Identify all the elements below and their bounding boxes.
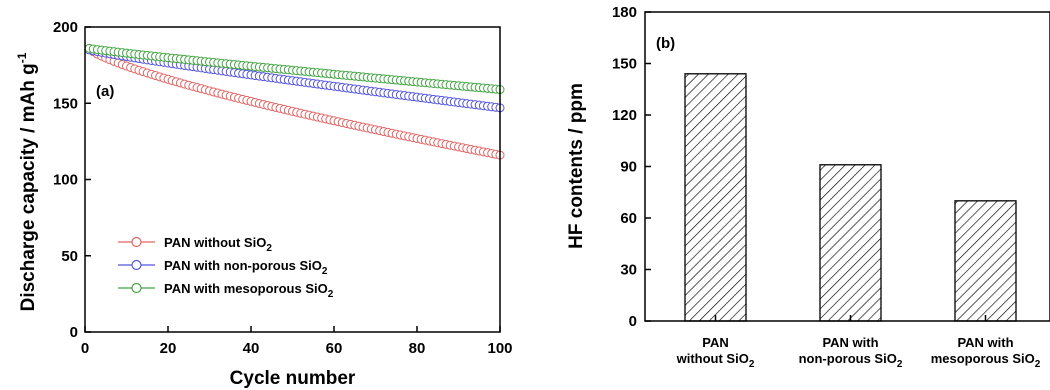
legend-entry-text: PAN without SiO [164,235,266,250]
chart-b-category-label-line2: without SiO2 [676,351,755,370]
chart-a-ticks: 0 20 40 60 80 100 0 50 100 150 200 [53,19,513,357]
chart-a-x-tick-label: 80 [409,340,426,357]
legend-marker [131,236,142,248]
chart-a-discharge-capacity: 0 20 40 60 80 100 0 50 100 150 200 (a) Cycle numbe… [15,19,513,389]
legend-entry-text: PAN with mesoporous SiO [164,281,328,296]
chart-b-category-label-line2-subscript: 2 [749,359,755,370]
chart-b-y-tick-label: 90 [620,159,637,176]
chart-a-x-tick-label: 0 [81,340,89,357]
chart-a-x-tick-label: 60 [326,340,343,357]
chart-b-bar [954,200,1017,322]
chart-a-series [84,43,505,95]
chart-a-panel-label: (a) [96,83,114,100]
chart-b-category-label-line1: PAN [702,335,728,350]
chart-b-y-tick-label: 60 [620,210,637,227]
chart-b-y-tick-label: 150 [612,56,637,73]
chart-b-bars [684,73,1017,322]
chart-b-category-label-line1: PAN with [822,335,878,350]
chart-a-markers [84,43,505,160]
chart-a-y-tick-label: 0 [70,324,78,341]
chart-b-ticks: 0 30 60 90 120 150 180 [612,4,987,330]
chart-b-category-label-line2: mesoporous SiO2 [931,351,1041,370]
legend-entry-subscript: 2 [266,243,272,254]
chart-a-x-tick-label: 100 [487,340,512,357]
chart-b-category-label-line2-text: mesoporous SiO [931,351,1035,366]
legend-entry: PAN with mesoporous SiO2 [164,281,334,300]
chart-b-hf-contents: 0 30 60 90 120 150 180 (b) HF contents / ppm P… [566,4,1050,370]
chart-b-category-label-line2-subscript: 2 [1035,359,1041,370]
chart-b-y-tick-label: 180 [612,4,637,21]
chart-b-category-label-line2-text: without SiO [676,351,749,366]
legend-entry-subscript: 2 [322,266,328,277]
legend-entry: PAN without SiO2 [164,235,272,254]
chart-a-y-axis-title: Discharge capacity / mAh g-1 [15,52,39,311]
legend-entry: PAN with non-porous SiO2 [164,258,328,277]
legend-marker [131,259,142,271]
chart-b-category-label-line1: PAN with [957,335,1013,350]
chart-b-bar [684,73,747,322]
chart-b-bar [819,164,882,322]
legend-marker [131,282,142,294]
chart-a-y-tick-label: 150 [53,95,78,112]
chart-a-y-axis-title-main: Discharge capacity / mAh g [18,63,39,311]
chart-a-y-tick-label: 100 [53,172,78,189]
legend-entry-subscript: 2 [328,289,334,300]
chart-b-y-tick-label: 120 [612,107,637,124]
chart-b-panel-label: (b) [656,35,675,52]
chart-a-x-axis-title: Cycle number [230,368,356,389]
chart-b-category-label-line2-subscript: 2 [897,359,903,370]
chart-a-y-tick-label: 50 [61,248,78,265]
chart-a-x-tick-label: 20 [160,340,177,357]
chart-b-category-label-line2: non-porous SiO2 [799,351,903,370]
chart-a-y-axis-title-superscript: -1 [15,52,29,63]
chart-b-y-tick-label: 0 [629,313,637,330]
chart-b-category-label-line2-text: non-porous SiO [799,351,897,366]
chart-b-y-axis-title: HF contents / ppm [566,83,587,249]
legend-entry-text: PAN with non-porous SiO [164,258,322,273]
chart-b-y-tick-label: 30 [620,262,637,279]
chart-a-y-tick-label: 200 [53,19,78,36]
chart-a-x-tick-label: 40 [243,340,260,357]
